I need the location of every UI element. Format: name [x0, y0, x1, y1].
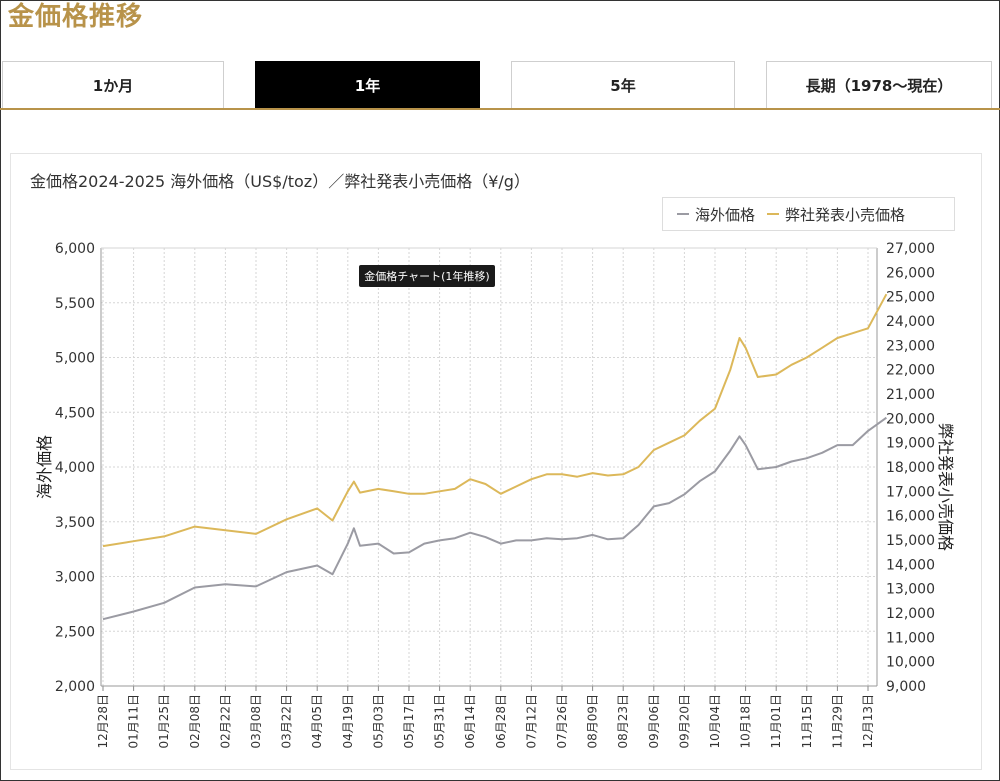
y-tick-left: 5,000 [55, 351, 95, 367]
y-tick-right: 14,000 [886, 557, 935, 573]
chart-lines [102, 293, 888, 621]
x-tick-label: 12月13日 [861, 694, 875, 749]
y-axis-left-title: 海外価格 [35, 435, 54, 499]
x-tick-label: 10月04日 [708, 694, 722, 749]
y-tick-left: 4,000 [55, 460, 95, 476]
y-tick-right: 10,000 [886, 655, 935, 671]
series-line-overseas [102, 416, 887, 621]
tab-1-month[interactable]: 1か月 [2, 61, 224, 109]
y-tick-right: 19,000 [886, 436, 935, 452]
y-tick-right: 18,000 [886, 460, 935, 476]
x-tick-label: 06月14日 [463, 694, 477, 749]
y-axis-right-title: 弊社発表小売価格 [936, 423, 955, 551]
tab-1-year[interactable]: 1年 [255, 61, 480, 109]
chart-legend: 海外価格 弊社発表小売価格 [662, 197, 955, 231]
x-tick-label: 05月17日 [402, 694, 416, 749]
y-tick-left: 4,500 [55, 405, 95, 421]
y-tick-right: 25,000 [886, 290, 935, 306]
x-tick-label: 07月12日 [524, 694, 538, 749]
y-tick-left: 2,000 [55, 679, 95, 695]
y-axis-right-ticks: 9,000 10,000 11,000 12,000 13,000 14,000 15,00… [886, 241, 935, 695]
x-tick-label: 03月22日 [280, 694, 294, 749]
x-tick-label: 04月05日 [310, 694, 324, 749]
y-tick-left: 2,500 [55, 624, 95, 640]
tab-5-years[interactable]: 5年 [511, 61, 735, 109]
chart-axes [100, 247, 878, 691]
x-tick-label: 09月20日 [677, 694, 691, 749]
x-tick-label: 04月19日 [341, 694, 355, 749]
x-tick-label: 11月15日 [800, 694, 814, 749]
period-tabs: 1か月 1年 5年 長期（1978～現在） [0, 61, 1000, 109]
x-tick-label: 02月22日 [218, 694, 232, 749]
y-tick-right: 13,000 [886, 582, 935, 598]
y-tick-right: 12,000 [886, 606, 935, 622]
x-tick-label: 08月23日 [616, 694, 630, 749]
y-tick-right: 26,000 [886, 265, 935, 281]
x-tick-label: 07月26日 [555, 694, 569, 749]
y-tick-left: 6,000 [55, 241, 95, 257]
legend-item-overseas[interactable]: 海外価格 [677, 204, 755, 225]
x-tick-label: 02月08日 [188, 694, 202, 749]
legend-swatch-overseas [677, 213, 689, 215]
y-tick-right: 17,000 [886, 484, 935, 500]
y-tick-left: 5,500 [55, 296, 95, 312]
legend-item-retail[interactable]: 弊社発表小売価格 [767, 204, 905, 225]
y-tick-right: 21,000 [886, 387, 935, 403]
tab-long-term[interactable]: 長期（1978～現在） [766, 61, 992, 109]
x-tick-label: 01月25日 [157, 694, 171, 749]
legend-label-retail: 弊社発表小売価格 [785, 205, 906, 224]
x-tick-label: 06月28日 [494, 694, 508, 749]
x-tick-label: 05月31日 [433, 694, 447, 749]
x-tick-label: 03月08日 [249, 694, 263, 749]
y-tick-left: 3,000 [55, 570, 95, 586]
tab-underline [0, 108, 1000, 110]
y-tick-right: 22,000 [886, 363, 935, 379]
x-tick-label: 08月09日 [586, 694, 600, 749]
y-tick-right: 11,000 [886, 630, 935, 646]
x-tick-label: 11月01日 [769, 694, 783, 749]
x-tick-label: 10月18日 [739, 694, 753, 749]
x-tick-label: 11月29日 [830, 694, 844, 749]
chart-grid [101, 247, 877, 686]
legend-label-overseas: 海外価格 [695, 205, 756, 224]
x-tick-label: 01月11日 [127, 694, 141, 749]
series-line-retail [102, 293, 888, 548]
y-tick-right: 15,000 [886, 533, 935, 549]
x-tick-label: 05月03日 [371, 694, 385, 749]
y-tick-right: 27,000 [886, 241, 935, 257]
y-axis-left-ticks: 2,000 2,500 3,000 3,500 4,000 4,500 5,000 5,500… [55, 241, 95, 695]
x-tick-label: 12月28日 [96, 694, 110, 749]
y-tick-right: 24,000 [886, 314, 935, 330]
y-tick-right: 20,000 [886, 411, 935, 427]
x-tick-label: 09月06日 [647, 694, 661, 749]
y-tick-right: 16,000 [886, 509, 935, 525]
chart-title: 金価格2024-2025 海外価格（US$/toz）／弊社発表小売価格（¥/g） [30, 172, 530, 191]
y-tick-right: 23,000 [886, 338, 935, 354]
y-tick-right: 9,000 [886, 679, 926, 695]
chart-panel [10, 153, 982, 770]
legend-swatch-retail [767, 213, 780, 215]
y-tick-left: 3,500 [55, 515, 95, 531]
x-axis-ticks: 12月28日 01月11日 01月25日 02月08日 02月22日 03月08日 03月2… [96, 694, 875, 749]
page-title: 金価格推移 [8, 2, 144, 32]
chart-tooltip: 金価格チャート(1年推移) [359, 265, 495, 287]
